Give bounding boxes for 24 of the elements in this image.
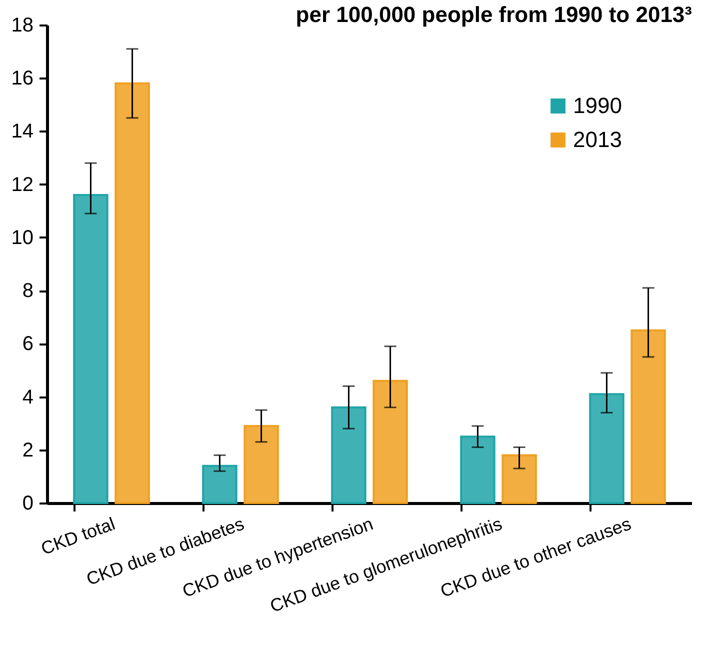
y-tick-label: 12 (11, 174, 34, 196)
bar (244, 424, 279, 504)
bar (73, 194, 108, 504)
bar (202, 464, 238, 504)
bar (331, 406, 366, 504)
bar (630, 329, 666, 504)
legend-label: 2013 (573, 127, 622, 152)
bar (114, 82, 150, 504)
legend-label: 1990 (573, 93, 622, 118)
y-tick-label: 6 (22, 333, 34, 356)
y-tick-label: 0 (22, 492, 34, 514)
y-tick-label: 16 (11, 68, 34, 90)
y-tick-label: 14 (11, 120, 34, 143)
chart-title: per 100,000 people from 1990 to 2013³ (296, 2, 692, 27)
y-tick-label: 2 (22, 439, 34, 462)
x-tick-label: CKD total (38, 514, 118, 559)
y-tick-label: 10 (11, 226, 34, 249)
bar (589, 393, 624, 504)
bar (372, 380, 408, 504)
bar (502, 454, 537, 504)
y-tick-label: 8 (22, 280, 34, 302)
bar (460, 436, 496, 504)
y-tick-label: 18 (11, 14, 34, 36)
y-tick-label: 4 (22, 386, 34, 408)
